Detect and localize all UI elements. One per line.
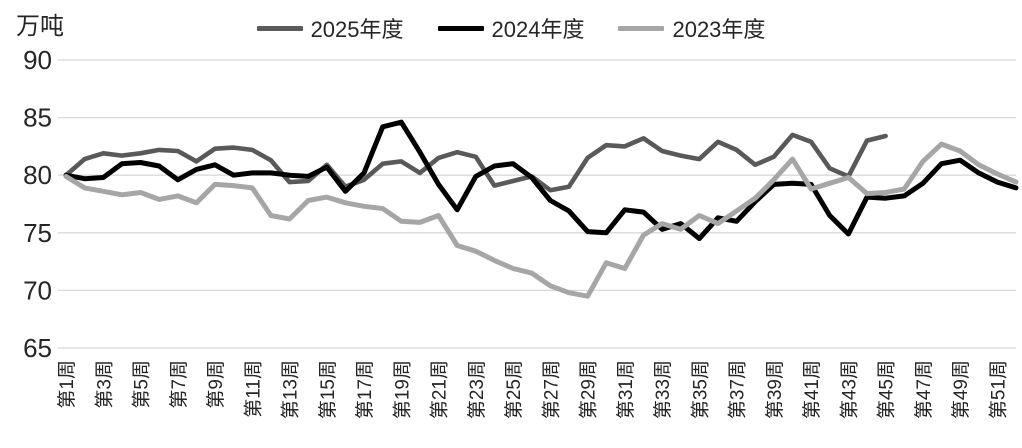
- x-tick-label-week-5: 第5周: [131, 360, 153, 409]
- x-tick-label-week-45: 第45周: [876, 360, 898, 419]
- series-line-2024年度: [63, 119, 1019, 242]
- series-line-2025年度: [63, 132, 888, 193]
- x-tick-label-week-1: 第1周: [56, 360, 78, 409]
- x-tick-label-week-51: 第51周: [987, 360, 1009, 419]
- x-tick-label-week-43: 第43周: [838, 360, 860, 419]
- x-tick-label-week-47: 第47周: [913, 360, 935, 419]
- x-tick-label-week-9: 第9周: [205, 360, 227, 409]
- x-tick-label-week-31: 第31周: [615, 360, 637, 419]
- y-tick-label-70: 70: [23, 275, 52, 305]
- series-line-2023年度: [63, 141, 1019, 299]
- x-tick-label-week-37: 第37周: [727, 360, 749, 419]
- x-tick-label-week-3: 第3周: [93, 360, 115, 409]
- x-tick-label-week-33: 第33周: [652, 360, 674, 419]
- y-tick-label-90: 90: [23, 45, 52, 75]
- x-tick-label-week-15: 第15周: [317, 360, 339, 419]
- x-tick-label-week-39: 第39周: [764, 360, 786, 419]
- x-tick-label-week-23: 第23周: [466, 360, 488, 419]
- y-tick-label-75: 75: [23, 218, 52, 248]
- y-tick-label-80: 80: [23, 160, 52, 190]
- x-tick-label-week-17: 第17周: [354, 360, 376, 419]
- x-tick-label-week-7: 第7周: [168, 360, 190, 409]
- x-tick-label-week-25: 第25周: [503, 360, 525, 419]
- x-tick-label-week-13: 第13周: [280, 360, 302, 419]
- x-tick-label-week-41: 第41周: [801, 360, 823, 419]
- x-tick-label-week-49: 第49周: [950, 360, 972, 419]
- x-tick-label-week-35: 第35周: [689, 360, 711, 419]
- x-tick-label-week-27: 第27周: [540, 360, 562, 419]
- x-tick-label-week-21: 第21周: [429, 360, 451, 419]
- x-tick-label-week-11: 第11周: [242, 360, 264, 418]
- y-axis-unit-label: 万吨: [16, 13, 64, 40]
- y-tick-label-65: 65: [23, 333, 52, 363]
- y-tick-label-85: 85: [23, 103, 52, 133]
- x-tick-label-week-29: 第29周: [578, 360, 600, 419]
- x-tick-label-week-19: 第19周: [391, 360, 413, 419]
